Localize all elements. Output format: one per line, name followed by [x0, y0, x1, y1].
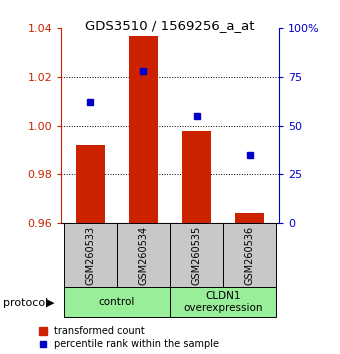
- Text: GSM260534: GSM260534: [138, 226, 149, 285]
- Bar: [223, 223, 276, 289]
- Bar: [170, 223, 223, 289]
- Text: control: control: [99, 297, 135, 307]
- Bar: [64, 223, 117, 289]
- Text: GSM260536: GSM260536: [244, 226, 255, 285]
- Bar: [170, 287, 276, 317]
- Bar: [129, 36, 158, 223]
- Text: GSM260533: GSM260533: [85, 226, 96, 285]
- Text: protocol: protocol: [3, 298, 49, 308]
- Legend: transformed count, percentile rank within the sample: transformed count, percentile rank withi…: [39, 326, 219, 349]
- Text: GDS3510 / 1569256_a_at: GDS3510 / 1569256_a_at: [85, 19, 255, 33]
- Text: ▶: ▶: [46, 298, 54, 308]
- Bar: [76, 145, 105, 223]
- Bar: [235, 213, 264, 223]
- Text: GSM260535: GSM260535: [191, 226, 202, 285]
- Bar: [117, 223, 170, 289]
- Bar: [182, 131, 211, 223]
- Bar: [64, 287, 170, 317]
- Text: CLDN1
overexpression: CLDN1 overexpression: [183, 291, 263, 313]
